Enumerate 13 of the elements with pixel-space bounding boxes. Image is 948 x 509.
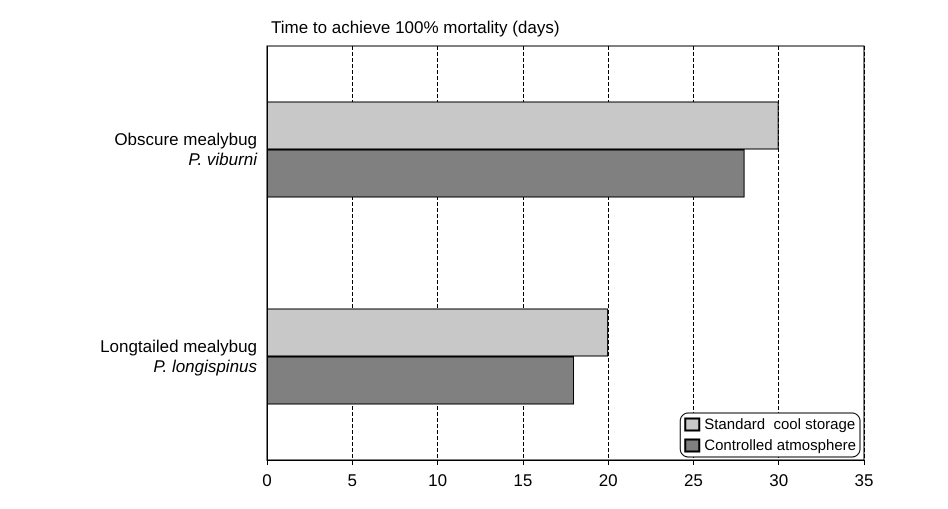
x-tick-label: 30 <box>769 471 788 490</box>
x-tick-label: 20 <box>598 471 618 490</box>
x-tick-label: 25 <box>684 471 703 490</box>
y-tick-label: Obscure mealybug P. viburni <box>114 130 258 169</box>
legend-label: Standard cool storage <box>704 416 856 433</box>
x-tick-label: 0 <box>262 471 272 490</box>
y-tick-label: Longtailed mealybug P. longispinus <box>100 337 258 376</box>
legend-label: Controlled atmosphere <box>704 437 856 454</box>
chart-title: Time to achieve 100% mortality (days) <box>271 18 560 37</box>
x-tick-label: 10 <box>428 471 448 490</box>
x-tick-label: 15 <box>513 471 532 490</box>
x-tick-label: 5 <box>348 471 358 490</box>
x-tick-label: 35 <box>854 471 874 490</box>
